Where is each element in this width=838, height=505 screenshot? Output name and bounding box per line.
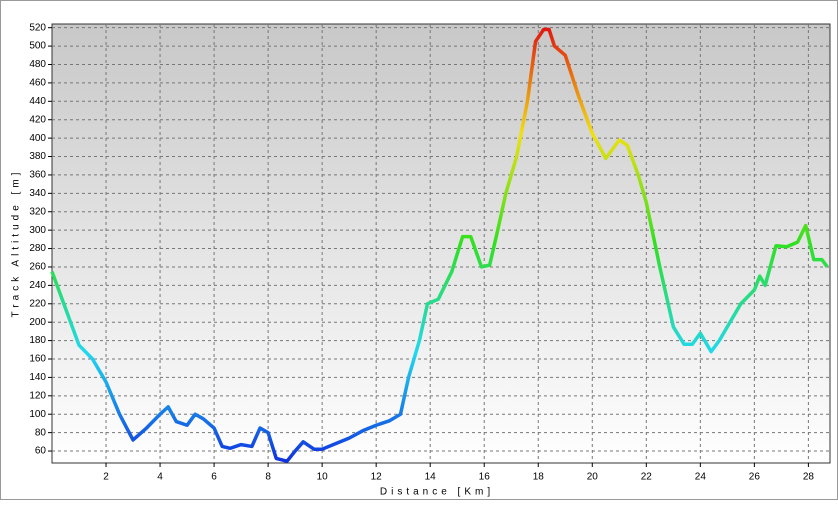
x-tick-label: 20: [587, 472, 599, 483]
y-tick-label: 260: [29, 262, 46, 273]
y-tick-label: 100: [29, 409, 46, 420]
y-tick-label: 280: [29, 243, 46, 254]
y-axis-label: Track Altitude [m]: [11, 169, 22, 318]
y-tick-label: 500: [29, 41, 46, 52]
y-tick-label: 220: [29, 298, 46, 309]
y-tick-label: 80: [35, 427, 47, 438]
y-tick-label: 340: [29, 188, 46, 199]
x-tick-label: 2: [103, 472, 109, 483]
x-tick-label: 18: [533, 472, 545, 483]
y-tick-label: 240: [29, 280, 46, 291]
x-tick-label: 24: [695, 472, 707, 483]
y-tick-label: 360: [29, 170, 46, 181]
x-tick-label: 4: [157, 472, 163, 483]
x-axis-label: Distance [Km]: [380, 487, 494, 498]
y-tick-label: 180: [29, 335, 46, 346]
y-tick-label: 160: [29, 354, 46, 365]
x-tick-label: 26: [749, 472, 761, 483]
x-tick-label: 14: [425, 472, 437, 483]
x-tick-label: 10: [317, 472, 329, 483]
y-tick-label: 460: [29, 78, 46, 89]
y-tick-label: 380: [29, 151, 46, 162]
x-tick-label: 16: [479, 472, 491, 483]
altitude-line: [50, 27, 829, 463]
y-tick-label: 120: [29, 390, 46, 401]
y-tick-label: 400: [29, 133, 46, 144]
x-tick-label: 8: [265, 472, 271, 483]
plot-area: [51, 23, 831, 464]
y-tick-label: 420: [29, 114, 46, 125]
x-tick-label: 22: [641, 472, 653, 483]
y-tick-label: 60: [35, 446, 47, 457]
y-tick-label: 440: [29, 96, 46, 107]
y-tick-label: 480: [29, 59, 46, 70]
y-tick-label: 520: [29, 22, 46, 33]
y-tick-label: 300: [29, 225, 46, 236]
x-tick-label: 12: [371, 472, 383, 483]
y-tick-label: 200: [29, 317, 46, 328]
x-tick-label: 6: [211, 472, 217, 483]
y-tick-label: 320: [29, 206, 46, 217]
x-tick-label: 28: [803, 472, 815, 483]
y-tick-label: 140: [29, 372, 46, 383]
